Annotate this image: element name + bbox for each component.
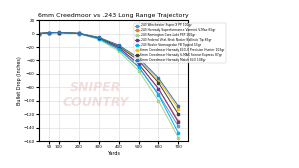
.243 Nosler Varmagedon FB Tipped 55gr — [57, 32, 61, 34]
6mm Creedmoor Hornady ELD-X Precision Hunter 103gr — [157, 79, 160, 81]
.243 Remington Core-Lokt PSP 100gr — [47, 32, 51, 34]
Title: 6mm Creedmoor vs .243 Long Range Trajectory: 6mm Creedmoor vs .243 Long Range Traject… — [38, 13, 189, 18]
.243 Remington Core-Lokt PSP 100gr — [57, 32, 61, 34]
.243 Remington Core-Lokt PSP 100gr — [117, 50, 120, 52]
6mm Creedmoor Hornady 6-MAX Scenar Express 87gr — [77, 32, 80, 34]
6mm Creedmoor Hornady Match ELD 108gr — [177, 105, 180, 107]
.243 Remington Core-Lokt PSP 100gr — [37, 33, 41, 35]
6mm Creedmoor Hornady ELD-X Precision Hunter 103gr — [177, 108, 180, 110]
.243 Winchester Super-X PP 100gr — [47, 32, 51, 34]
.243 Federal Vital-Shok Nosler Ballistic Tip 85gr — [47, 32, 51, 34]
.243 Hornady Superformance Varmint V-Max 65gr — [137, 63, 140, 65]
.243 Federal Vital-Shok Nosler Ballistic Tip 85gr — [77, 32, 80, 34]
6mm Creedmoor Hornady Match ELD 108gr — [157, 77, 160, 79]
6mm Creedmoor Hornady Match ELD 108gr — [137, 57, 140, 59]
.243 Federal Vital-Shok Nosler Ballistic Tip 85gr — [117, 47, 120, 49]
.243 Nosler Varmagedon FB Tipped 55gr — [117, 48, 120, 50]
6mm Creedmoor Hornady Match ELD 108gr — [37, 33, 41, 35]
Line: 6mm Creedmoor Hornady 6-MAX Scenar Express 87gr: 6mm Creedmoor Hornady 6-MAX Scenar Expre… — [38, 31, 179, 115]
6mm Creedmoor Hornady 6-MAX Scenar Express 87gr — [117, 45, 120, 47]
.243 Nosler Varmagedon FB Tipped 55gr — [47, 32, 51, 34]
6mm Creedmoor Hornady ELD-X Precision Hunter 103gr — [97, 37, 100, 39]
.243 Winchester Super-X PP 100gr — [177, 125, 180, 127]
.243 Nosler Varmagedon FB Tipped 55gr — [77, 33, 80, 35]
.243 Winchester Super-X PP 100gr — [97, 38, 100, 40]
Line: .243 Remington Core-Lokt PSP 100gr: .243 Remington Core-Lokt PSP 100gr — [38, 32, 179, 139]
6mm Creedmoor Hornady 6-MAX Scenar Express 87gr — [37, 33, 41, 35]
.243 Hornady Superformance Varmint V-Max 65gr — [97, 37, 100, 39]
.243 Federal Vital-Shok Nosler Ballistic Tip 85gr — [177, 121, 180, 123]
.243 Remington Core-Lokt PSP 100gr — [157, 100, 160, 102]
.243 Hornady Superformance Varmint V-Max 65gr — [37, 33, 41, 35]
6mm Creedmoor Hornady ELD-X Precision Hunter 103gr — [117, 45, 120, 47]
6mm Creedmoor Hornady Match ELD 108gr — [57, 31, 61, 33]
.243 Federal Vital-Shok Nosler Ballistic Tip 85gr — [97, 37, 100, 39]
X-axis label: Yards: Yards — [107, 151, 120, 156]
.243 Federal Vital-Shok Nosler Ballistic Tip 85gr — [137, 63, 140, 65]
6mm Creedmoor Hornady ELD-X Precision Hunter 103gr — [37, 33, 41, 35]
6mm Creedmoor Hornady ELD-X Precision Hunter 103gr — [57, 31, 61, 33]
6mm Creedmoor Hornady Match ELD 108gr — [97, 36, 100, 38]
.243 Federal Vital-Shok Nosler Ballistic Tip 85gr — [157, 88, 160, 90]
.243 Winchester Super-X PP 100gr — [117, 48, 120, 50]
.243 Hornady Superformance Varmint V-Max 65gr — [47, 32, 51, 34]
6mm Creedmoor Hornady 6-MAX Scenar Express 87gr — [47, 32, 51, 34]
Line: .243 Winchester Super-X PP 100gr: .243 Winchester Super-X PP 100gr — [38, 32, 179, 127]
.243 Hornady Superformance Varmint V-Max 65gr — [117, 47, 120, 49]
.243 Hornady Superformance Varmint V-Max 65gr — [77, 32, 80, 34]
6mm Creedmoor Hornady ELD-X Precision Hunter 103gr — [137, 58, 140, 60]
6mm Creedmoor Hornady 6-MAX Scenar Express 87gr — [57, 32, 61, 34]
.243 Nosler Varmagedon FB Tipped 55gr — [157, 94, 160, 96]
.243 Winchester Super-X PP 100gr — [77, 33, 80, 35]
.243 Winchester Super-X PP 100gr — [137, 66, 140, 68]
.243 Nosler Varmagedon FB Tipped 55gr — [97, 38, 100, 40]
.243 Winchester Super-X PP 100gr — [37, 33, 41, 35]
.243 Federal Vital-Shok Nosler Ballistic Tip 85gr — [57, 32, 61, 34]
Line: .243 Hornady Superformance Varmint V-Max 65gr: .243 Hornady Superformance Varmint V-Max… — [38, 31, 179, 122]
6mm Creedmoor Hornady Match ELD 108gr — [117, 44, 120, 46]
.243 Remington Core-Lokt PSP 100gr — [137, 70, 140, 72]
Line: .243 Nosler Varmagedon FB Tipped 55gr: .243 Nosler Varmagedon FB Tipped 55gr — [38, 32, 179, 134]
6mm Creedmoor Hornady ELD-X Precision Hunter 103gr — [77, 32, 80, 34]
Text: SNIPER
COUNTRY: SNIPER COUNTRY — [62, 81, 129, 109]
.243 Remington Core-Lokt PSP 100gr — [77, 33, 80, 35]
.243 Winchester Super-X PP 100gr — [57, 32, 61, 34]
6mm Creedmoor Hornady 6-MAX Scenar Express 87gr — [157, 82, 160, 84]
6mm Creedmoor Hornady ELD-X Precision Hunter 103gr — [47, 32, 51, 34]
6mm Creedmoor Hornady 6-MAX Scenar Express 87gr — [177, 113, 180, 115]
Line: 6mm Creedmoor Hornady Match ELD 108gr: 6mm Creedmoor Hornady Match ELD 108gr — [38, 31, 179, 107]
Line: .243 Federal Vital-Shok Nosler Ballistic Tip 85gr: .243 Federal Vital-Shok Nosler Ballistic… — [38, 31, 179, 123]
6mm Creedmoor Hornady 6-MAX Scenar Express 87gr — [137, 59, 140, 61]
.243 Nosler Varmagedon FB Tipped 55gr — [177, 132, 180, 134]
.243 Remington Core-Lokt PSP 100gr — [97, 38, 100, 40]
Line: 6mm Creedmoor Hornady ELD-X Precision Hunter 103gr: 6mm Creedmoor Hornady ELD-X Precision Hu… — [38, 31, 179, 110]
6mm Creedmoor Hornady Match ELD 108gr — [47, 32, 51, 34]
.243 Hornady Superformance Varmint V-Max 65gr — [57, 32, 61, 34]
.243 Remington Core-Lokt PSP 100gr — [177, 137, 180, 139]
.243 Hornady Superformance Varmint V-Max 65gr — [157, 88, 160, 90]
6mm Creedmoor Hornady Match ELD 108gr — [77, 32, 80, 34]
.243 Nosler Varmagedon FB Tipped 55gr — [37, 33, 41, 35]
.243 Federal Vital-Shok Nosler Ballistic Tip 85gr — [37, 33, 41, 35]
.243 Hornady Superformance Varmint V-Max 65gr — [177, 120, 180, 122]
Legend: .243 Winchester Super-X PP 100gr, .243 Hornady Superformance Varmint V-Max 65gr,: .243 Winchester Super-X PP 100gr, .243 H… — [134, 23, 225, 63]
.243 Winchester Super-X PP 100gr — [157, 93, 160, 95]
Y-axis label: Bullet Drop (Inches): Bullet Drop (Inches) — [17, 56, 22, 105]
.243 Nosler Varmagedon FB Tipped 55gr — [137, 66, 140, 68]
6mm Creedmoor Hornady 6-MAX Scenar Express 87gr — [97, 37, 100, 39]
